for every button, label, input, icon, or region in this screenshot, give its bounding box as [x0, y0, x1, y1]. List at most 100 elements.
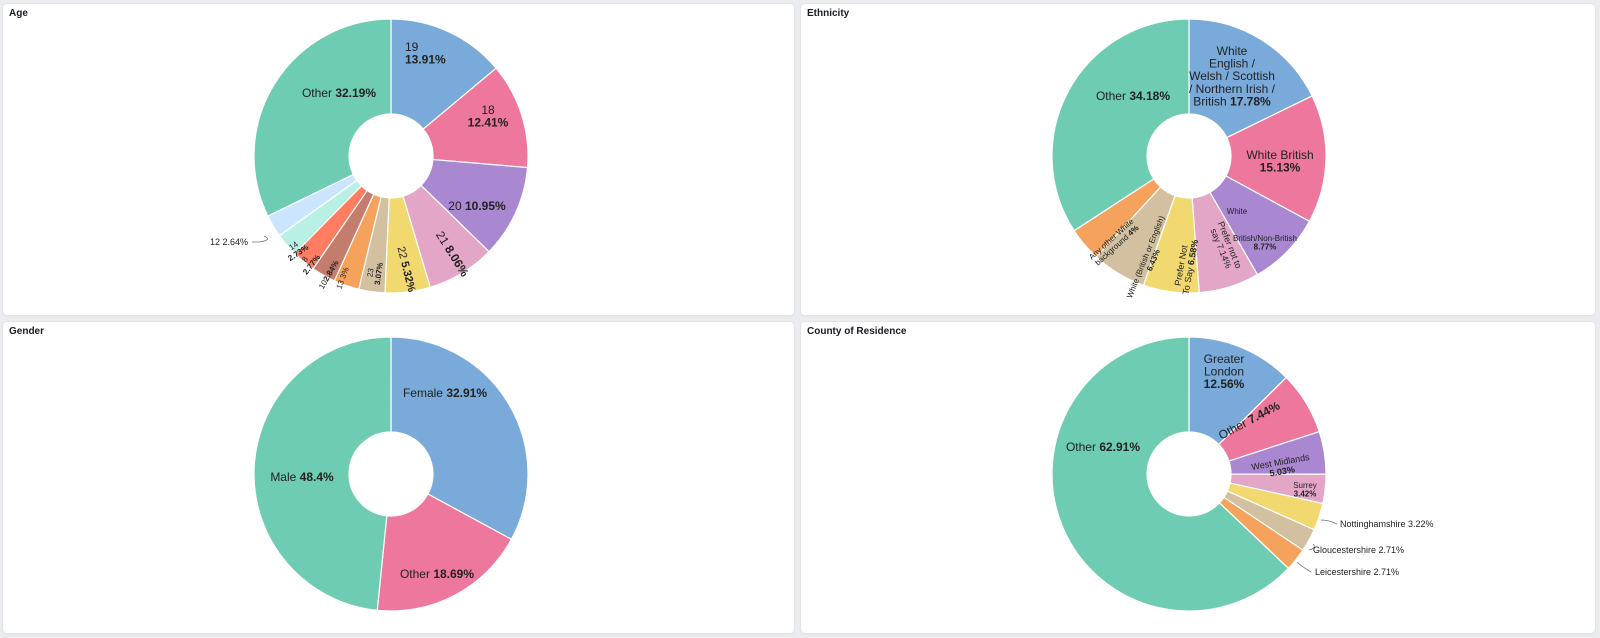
label-line: British/Non-British	[1233, 234, 1297, 243]
label-part: 48.4%	[296, 470, 334, 484]
label-line: Other 62.91%	[1066, 440, 1140, 454]
label-line: British 17.78%	[1193, 94, 1271, 108]
label-part: 3%	[338, 266, 351, 282]
label-line: Welsh / Scottish	[1189, 69, 1275, 83]
label-part: Gloucestershire	[1313, 545, 1376, 555]
label-line: 12.56%	[1204, 377, 1245, 391]
label-line: 19	[405, 40, 419, 54]
label-part: 19	[405, 40, 419, 54]
label-line: Other 34.18%	[1096, 89, 1170, 103]
outside-label-gloucestershire: Gloucestershire 2.71%	[1313, 545, 1404, 555]
label-line: Other 32.19%	[302, 86, 376, 100]
leader-line	[1308, 543, 1315, 551]
panel-title: County of Residence	[807, 326, 907, 337]
label-part: White British	[1246, 148, 1313, 162]
label-line: Male 48.4%	[270, 470, 334, 484]
label-line: Female 32.91%	[403, 386, 487, 400]
panel-title: Age	[9, 8, 28, 19]
label-line: White	[1227, 207, 1248, 216]
label-part: 6.58%	[1185, 239, 1200, 268]
label-part: 18	[481, 103, 495, 117]
label-part: Other	[1066, 440, 1096, 454]
label-white-nonbritish-b: British/Non-British 8.77%	[1233, 234, 1297, 251]
label-part: 2.71%	[1376, 545, 1404, 555]
donut-hole	[1147, 432, 1231, 516]
label-part: British/Non-British	[1233, 234, 1297, 243]
label-surrey: Surrey 3.42%	[1293, 481, 1317, 498]
ethnicity-donut-chart: White English / Welsh / Scottish / Northern…	[1051, 18, 1327, 300]
label-line: To Say 6.58%	[1181, 239, 1200, 295]
label-part: 17.78%	[1227, 94, 1271, 108]
slice-other-7[interactable]	[1051, 18, 1190, 232]
label-part: 2.64%	[220, 237, 248, 247]
label-other-large: Other 62.91%	[1066, 440, 1140, 454]
county-panel: County of Residence Greater London 12.56% O…	[801, 322, 1595, 633]
label-part: British	[1193, 94, 1226, 108]
label-other: Other 18.69%	[400, 567, 474, 581]
label-part: 62.91%	[1096, 440, 1140, 454]
label-line: / Northern Irish /	[1189, 82, 1276, 96]
label-line: 8	[300, 255, 310, 264]
leader-line	[1320, 519, 1338, 525]
label-line: English /	[1209, 57, 1256, 71]
label-line: Leicestershire 2.71%	[1315, 567, 1399, 577]
panel-title: Ethnicity	[807, 8, 850, 19]
label-white-british: White British 15.13%	[1246, 148, 1313, 175]
label-part: 23	[365, 267, 375, 278]
label-line: 8.77%	[1254, 242, 1277, 251]
label-line: 15.13%	[1260, 161, 1301, 175]
label-part: 32.19%	[332, 86, 376, 100]
label-part: / Northern Irish /	[1189, 82, 1276, 96]
label-part: 12	[210, 237, 220, 247]
label-white-nonbritish-a: White	[1227, 207, 1248, 216]
label-part: Female	[403, 386, 443, 400]
label-line: White British	[1246, 148, 1313, 162]
label-part: To Say	[1181, 266, 1196, 295]
label-greater-london: Greater London 12.56%	[1204, 352, 1245, 391]
label-part: 3.22%	[1406, 519, 1434, 529]
label-part: White	[1227, 207, 1248, 216]
label-line: Greater	[1204, 352, 1245, 366]
label-part: 34.18%	[1126, 89, 1170, 103]
label-line: London	[1204, 365, 1244, 379]
gender-panel: Gender Female 32.91% Other 18.69% Male 48.…	[3, 322, 794, 633]
label-20: 20 10.95%	[448, 199, 506, 213]
label-line: White	[1217, 44, 1248, 58]
label-part: 22	[394, 245, 409, 260]
label-part: 12.41%	[468, 116, 509, 130]
label-line: 12 2.64%	[210, 237, 248, 247]
county-donut-chart: Greater London 12.56%Other 7.44%West Midla…	[1051, 336, 1434, 612]
panel-title: Gender	[9, 326, 45, 337]
label-part: Leicestershire	[1315, 567, 1371, 577]
leader-line	[252, 235, 268, 243]
label-other: Other 34.18%	[1096, 89, 1170, 103]
label-line: 5.03%	[1269, 464, 1296, 478]
label-13: 13 3%	[335, 266, 351, 290]
donut-hole	[349, 114, 433, 198]
label-part: 32.91%	[443, 386, 487, 400]
donut-hole	[1147, 114, 1231, 198]
label-line: Other 18.69%	[400, 567, 474, 581]
label-part: 12.56%	[1204, 377, 1245, 391]
label-female: Female 32.91%	[403, 386, 487, 400]
label-part: Surrey	[1293, 481, 1317, 490]
label-19: 19 13.91%	[405, 40, 446, 67]
label-line: Gloucestershire 2.71%	[1313, 545, 1404, 555]
label-part: English /	[1209, 57, 1256, 71]
label-part: White	[1217, 44, 1248, 58]
label-part: Nottinghamshire	[1340, 519, 1406, 529]
label-part: Male	[270, 470, 296, 484]
label-part: 3.42%	[1294, 489, 1317, 498]
label-part: 2.71%	[1371, 567, 1399, 577]
label-part: Welsh / Scottish	[1189, 69, 1275, 83]
leader-line	[1296, 561, 1312, 573]
label-part: London	[1204, 365, 1244, 379]
label-line: 13 3%	[335, 266, 351, 290]
label-line: Nottinghamshire 3.22%	[1340, 519, 1434, 529]
gender-donut-chart: Female 32.91% Other 18.69% Male 48.4%	[253, 336, 529, 612]
label-line: Surrey	[1293, 481, 1317, 490]
label-part: 3.07%	[373, 262, 385, 286]
label-23: 233.07%	[364, 261, 384, 286]
label-18: 18 12.41%	[468, 103, 509, 130]
